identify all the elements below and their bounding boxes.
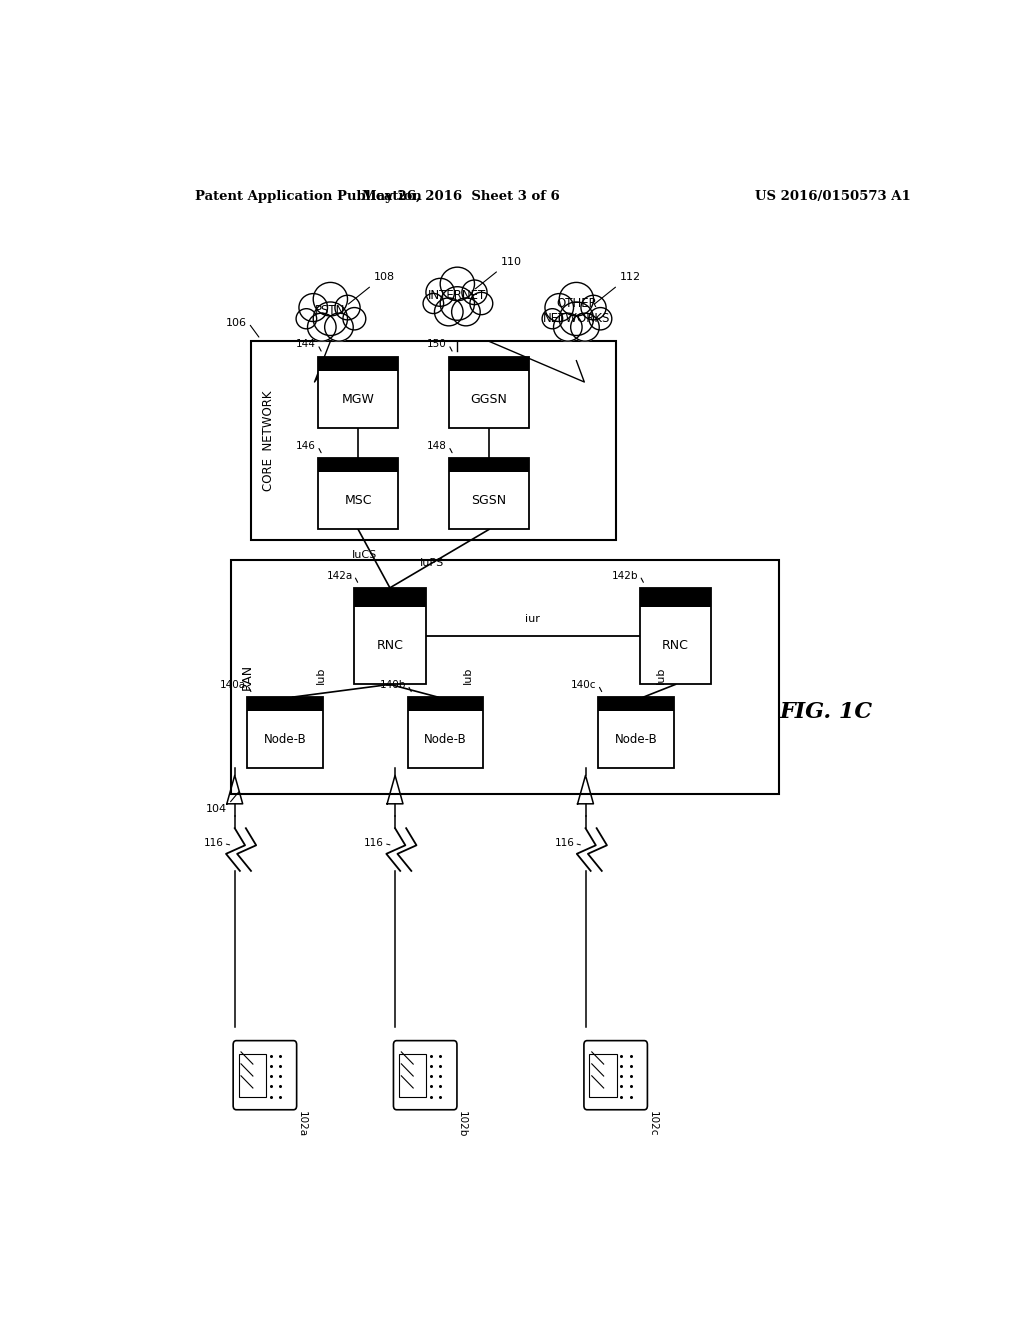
Text: IuPS: IuPS: [420, 558, 444, 568]
Text: 112: 112: [620, 272, 641, 282]
Text: 140c: 140c: [571, 680, 597, 690]
Text: PSTN: PSTN: [315, 305, 345, 317]
Bar: [408, 697, 483, 768]
FancyBboxPatch shape: [584, 1040, 647, 1110]
Text: 116: 116: [555, 838, 574, 849]
Text: 116: 116: [204, 838, 223, 849]
Text: GGSN: GGSN: [471, 393, 508, 405]
Bar: [318, 356, 397, 371]
Text: 102b: 102b: [457, 1110, 467, 1137]
Text: 102c: 102c: [647, 1110, 657, 1137]
Text: 106: 106: [226, 318, 247, 329]
Bar: [251, 342, 616, 540]
Text: RNC: RNC: [663, 639, 689, 652]
Text: RNC: RNC: [377, 639, 403, 652]
Text: 110: 110: [501, 257, 522, 267]
Text: Iub: Iub: [463, 667, 473, 684]
Text: 116: 116: [365, 838, 384, 849]
Ellipse shape: [462, 280, 487, 305]
Ellipse shape: [299, 293, 328, 322]
Bar: [248, 697, 323, 711]
Ellipse shape: [559, 302, 594, 335]
Bar: [598, 697, 674, 711]
Ellipse shape: [559, 282, 594, 315]
Bar: [231, 560, 778, 793]
Ellipse shape: [423, 293, 443, 314]
Bar: [318, 356, 397, 428]
Text: 108: 108: [374, 272, 395, 282]
Bar: [640, 587, 712, 684]
Text: Iub: Iub: [316, 667, 326, 684]
Bar: [399, 1053, 426, 1097]
Text: 146: 146: [296, 441, 316, 451]
Ellipse shape: [434, 298, 463, 326]
Text: 140a: 140a: [220, 680, 246, 690]
Text: 142a: 142a: [327, 570, 352, 581]
Ellipse shape: [313, 302, 347, 335]
Bar: [354, 587, 426, 607]
Text: Patent Application Publication: Patent Application Publication: [196, 190, 422, 202]
Bar: [239, 1053, 266, 1097]
Text: SGSN: SGSN: [471, 495, 507, 507]
Text: Node-B: Node-B: [264, 734, 306, 746]
Ellipse shape: [325, 313, 353, 341]
Text: OTHER
NETWORKS: OTHER NETWORKS: [543, 297, 610, 325]
Ellipse shape: [307, 313, 336, 341]
Ellipse shape: [426, 279, 455, 306]
Ellipse shape: [570, 313, 599, 341]
Ellipse shape: [545, 293, 573, 322]
Text: 102a: 102a: [297, 1110, 306, 1137]
Ellipse shape: [440, 267, 474, 301]
Ellipse shape: [343, 308, 366, 330]
Text: Iub: Iub: [655, 667, 666, 684]
Text: CORE  NETWORK: CORE NETWORK: [262, 391, 275, 491]
Ellipse shape: [589, 308, 611, 330]
Ellipse shape: [296, 309, 316, 329]
Text: May 26, 2016  Sheet 3 of 6: May 26, 2016 Sheet 3 of 6: [362, 190, 560, 202]
Text: MSC: MSC: [344, 495, 372, 507]
Text: Node-B: Node-B: [614, 734, 657, 746]
Text: 144: 144: [296, 339, 316, 350]
Text: Node-B: Node-B: [424, 734, 467, 746]
Text: INTERNET: INTERNET: [428, 289, 486, 302]
Bar: [590, 1053, 616, 1097]
Ellipse shape: [470, 292, 493, 314]
Text: 140b: 140b: [380, 680, 407, 690]
Text: MGW: MGW: [342, 393, 375, 405]
Bar: [408, 697, 483, 711]
FancyBboxPatch shape: [233, 1040, 297, 1110]
FancyBboxPatch shape: [393, 1040, 457, 1110]
Ellipse shape: [335, 296, 360, 319]
Bar: [248, 697, 323, 768]
Text: US 2016/0150573 A1: US 2016/0150573 A1: [755, 190, 910, 202]
Bar: [318, 458, 397, 473]
Ellipse shape: [440, 286, 474, 321]
Bar: [450, 356, 528, 371]
Text: 150: 150: [427, 339, 447, 350]
Bar: [318, 458, 397, 529]
Ellipse shape: [452, 298, 480, 326]
Text: 104: 104: [206, 804, 227, 814]
Ellipse shape: [313, 282, 347, 315]
Text: FIG. 1C: FIG. 1C: [780, 701, 872, 723]
Bar: [450, 458, 528, 473]
Text: 142b: 142b: [611, 570, 638, 581]
Bar: [450, 458, 528, 529]
Ellipse shape: [581, 296, 606, 319]
Ellipse shape: [554, 313, 582, 341]
Text: iur: iur: [525, 614, 541, 624]
Ellipse shape: [542, 309, 562, 329]
Bar: [598, 697, 674, 768]
Text: IuCS: IuCS: [352, 550, 377, 560]
Text: RAN: RAN: [241, 664, 254, 690]
Bar: [450, 356, 528, 428]
Text: 148: 148: [427, 441, 447, 451]
Bar: [640, 587, 712, 607]
Bar: [354, 587, 426, 684]
